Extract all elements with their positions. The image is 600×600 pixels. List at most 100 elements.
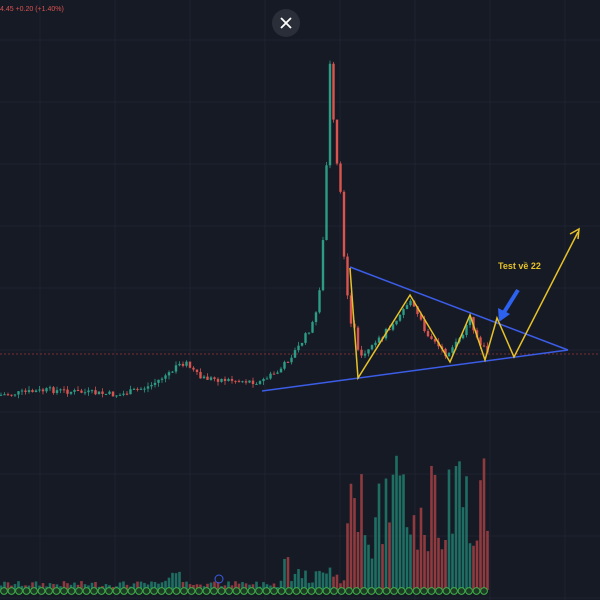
volume-bar bbox=[325, 573, 328, 590]
candle-body bbox=[374, 342, 377, 346]
candle-body bbox=[216, 378, 220, 382]
volume-bar bbox=[461, 507, 465, 590]
candle-body bbox=[38, 389, 41, 391]
candle-body bbox=[31, 390, 34, 393]
candle-body bbox=[370, 345, 374, 350]
volume-bar bbox=[118, 582, 122, 590]
volume-bar bbox=[3, 581, 6, 590]
close-icon[interactable] bbox=[280, 17, 292, 29]
volume-bar bbox=[52, 584, 55, 590]
volume-bar bbox=[66, 583, 69, 590]
volume-bar bbox=[447, 469, 451, 590]
volume-bar bbox=[227, 581, 230, 590]
event-icon bbox=[15, 587, 23, 595]
candle-body bbox=[101, 391, 104, 394]
candle-body bbox=[395, 320, 398, 325]
candle-body bbox=[139, 388, 143, 390]
volume-bar bbox=[265, 584, 269, 590]
event-icon bbox=[405, 587, 413, 595]
candle-body bbox=[24, 390, 27, 392]
candle-body bbox=[209, 377, 213, 380]
volume-bar bbox=[31, 582, 34, 590]
candle-body bbox=[146, 386, 150, 389]
candle-body bbox=[48, 387, 52, 389]
candle-body bbox=[363, 353, 367, 356]
candle-body bbox=[174, 365, 178, 372]
event-icon bbox=[112, 587, 121, 595]
volume-bar bbox=[185, 581, 188, 590]
volume-bar bbox=[192, 585, 195, 590]
volume-bar bbox=[304, 570, 307, 590]
candle-body bbox=[241, 381, 244, 383]
candle-body bbox=[220, 378, 223, 382]
event-icon bbox=[217, 587, 226, 595]
candle-body bbox=[269, 373, 272, 379]
candle-body bbox=[104, 393, 108, 395]
candle-body bbox=[199, 371, 202, 379]
candle-body bbox=[451, 347, 454, 353]
volume-bar bbox=[62, 581, 66, 590]
event-icon bbox=[97, 587, 106, 595]
event-icon bbox=[300, 587, 308, 595]
event-icon bbox=[330, 587, 338, 595]
candle-body bbox=[206, 376, 209, 380]
volume-bar bbox=[244, 583, 248, 590]
volume-bar bbox=[346, 523, 349, 590]
candle-body bbox=[461, 334, 465, 339]
event-icon bbox=[90, 587, 98, 595]
event-icon bbox=[285, 587, 293, 595]
candle-body bbox=[129, 389, 132, 395]
volume-bar bbox=[160, 582, 164, 590]
candle-body bbox=[405, 305, 409, 310]
volume-bar bbox=[111, 586, 115, 590]
volume-bar bbox=[17, 581, 20, 590]
event-icon bbox=[214, 574, 224, 584]
volume-bar bbox=[426, 551, 430, 590]
event-icon bbox=[322, 587, 331, 595]
pointer-arrow bbox=[501, 288, 520, 316]
volume-bar bbox=[486, 530, 489, 590]
volume-bar bbox=[332, 576, 335, 590]
event-icon bbox=[67, 587, 76, 595]
candle-body bbox=[122, 393, 125, 395]
volume-bar bbox=[342, 580, 346, 590]
annotation-label: Test về 22 bbox=[498, 261, 541, 271]
event-icon bbox=[435, 587, 443, 595]
volume-bar bbox=[405, 527, 409, 590]
candle-body bbox=[398, 314, 402, 321]
close-button[interactable] bbox=[272, 9, 300, 37]
volume-bar bbox=[479, 480, 482, 590]
volume-bar bbox=[314, 571, 318, 590]
volume-bar bbox=[430, 465, 433, 590]
event-icon bbox=[420, 587, 428, 595]
volume-bar bbox=[13, 584, 17, 590]
volume-bar bbox=[290, 581, 293, 590]
volume-bar bbox=[146, 584, 150, 590]
candle-body bbox=[3, 394, 6, 396]
candle-body bbox=[223, 378, 227, 382]
candle-body bbox=[62, 389, 66, 391]
candle-body bbox=[185, 361, 188, 366]
volume-bar bbox=[423, 535, 426, 590]
volume-bar bbox=[125, 584, 129, 590]
event-icon bbox=[105, 587, 113, 595]
volume-bar bbox=[27, 585, 31, 590]
event-icon bbox=[210, 587, 218, 595]
event-icon bbox=[292, 587, 301, 595]
candle-body bbox=[262, 379, 265, 382]
event-icon bbox=[225, 587, 233, 595]
candle-body bbox=[76, 390, 80, 392]
volume-bar bbox=[150, 581, 153, 590]
volume-bar bbox=[230, 585, 234, 590]
event-icon bbox=[187, 587, 196, 595]
candle-body bbox=[17, 391, 20, 395]
volume-bar bbox=[475, 540, 479, 590]
candle-body bbox=[255, 383, 258, 385]
event-icon bbox=[240, 587, 248, 595]
projection-zigzag bbox=[349, 231, 579, 381]
candle-body bbox=[115, 395, 118, 397]
volume-bar bbox=[269, 585, 272, 590]
volume-bar bbox=[451, 533, 454, 590]
volume-bar bbox=[73, 582, 76, 590]
